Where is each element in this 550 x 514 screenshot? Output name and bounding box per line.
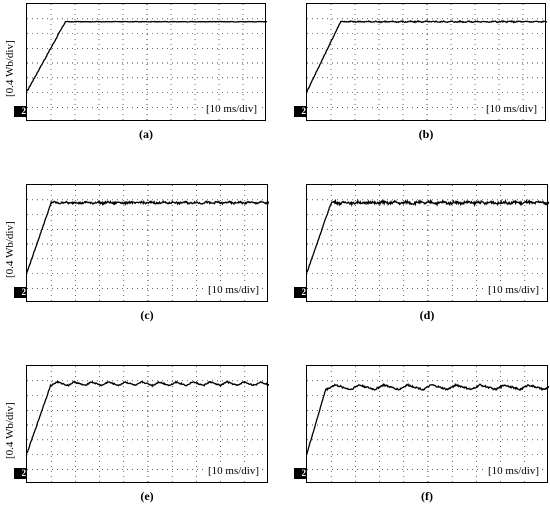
flux-trace bbox=[27, 20, 267, 92]
time-scale-label: [10 ms/div] bbox=[486, 284, 542, 296]
scope-screen bbox=[306, 3, 547, 122]
scope-plot bbox=[307, 185, 549, 303]
time-scale-label: [10 ms/div] bbox=[204, 103, 260, 115]
scope-plot bbox=[27, 366, 269, 484]
channel-marker: 2 bbox=[294, 468, 306, 479]
channel-marker: 2 bbox=[14, 468, 26, 479]
flux-scale-label: [0.4 Wb/div] bbox=[4, 402, 16, 459]
flux-trace bbox=[307, 382, 549, 454]
scope-plot bbox=[307, 366, 549, 484]
subfigure-caption: (f) bbox=[421, 489, 433, 503]
channel-marker: 2 bbox=[294, 287, 306, 298]
subfigure-caption: (a) bbox=[139, 127, 153, 141]
channel-marker: 2 bbox=[14, 287, 26, 298]
scope-screen bbox=[26, 184, 269, 303]
scope-plot bbox=[307, 4, 547, 122]
channel-marker: 2 bbox=[14, 106, 26, 117]
flux-scale-label: [0.4 Wb/div] bbox=[4, 221, 16, 278]
time-scale-label: [10 ms/div] bbox=[206, 284, 262, 296]
time-scale-label: [10 ms/div] bbox=[206, 465, 262, 477]
time-scale-label: [10 ms/div] bbox=[484, 103, 540, 115]
grid bbox=[27, 185, 269, 303]
scope-plot bbox=[27, 185, 269, 303]
channel-marker: 2 bbox=[294, 106, 306, 117]
grid bbox=[307, 366, 549, 484]
subfigure-caption: (b) bbox=[418, 127, 434, 141]
grid bbox=[307, 4, 547, 122]
flux-scale-label: [0.4 Wb/div] bbox=[4, 40, 16, 97]
scope-screen bbox=[26, 365, 269, 484]
subfigure-caption: (e) bbox=[140, 489, 154, 503]
scope-screen bbox=[306, 184, 549, 303]
subfigure-caption: (d) bbox=[419, 308, 435, 322]
flux-trace bbox=[27, 199, 269, 273]
subfigure-caption: (c) bbox=[140, 308, 154, 322]
flux-trace bbox=[27, 380, 269, 454]
grid bbox=[307, 185, 549, 303]
scope-screen bbox=[306, 365, 549, 484]
time-scale-label: [10 ms/div] bbox=[486, 465, 542, 477]
grid bbox=[27, 366, 269, 484]
flux-trace bbox=[307, 198, 549, 273]
flux-trace bbox=[307, 19, 547, 92]
